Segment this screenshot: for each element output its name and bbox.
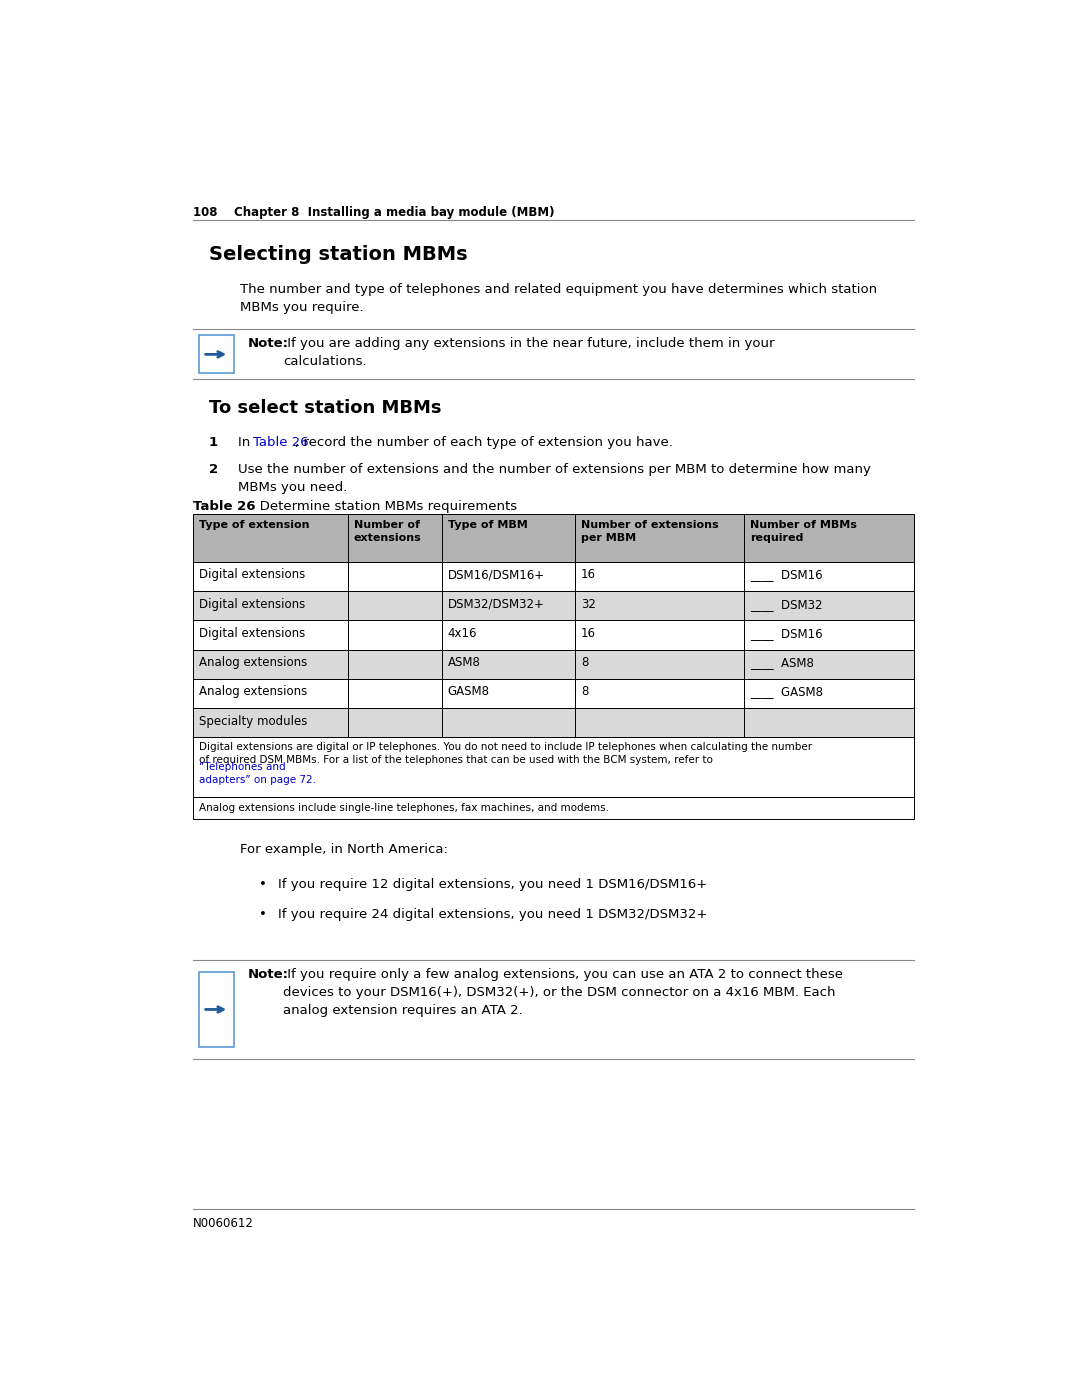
Text: Note:: Note: — [247, 968, 288, 981]
Text: Analog extensions: Analog extensions — [199, 657, 307, 669]
Text: Number of MBMs
required: Number of MBMs required — [751, 520, 858, 542]
Text: To select station MBMs: To select station MBMs — [208, 398, 441, 416]
Text: •: • — [259, 879, 267, 891]
Bar — [199, 972, 234, 1048]
Text: 8: 8 — [581, 686, 589, 698]
Text: “Telephones and
adapters” on page 72.: “Telephones and adapters” on page 72. — [199, 761, 316, 785]
Text: ____  DSM16: ____ DSM16 — [751, 627, 823, 640]
Text: In: In — [238, 436, 255, 448]
Text: For example, in North America:: For example, in North America: — [240, 842, 447, 856]
Text: Type of MBM: Type of MBM — [447, 520, 527, 529]
Text: Digital extensions: Digital extensions — [199, 627, 306, 640]
Text: ____  DSM16: ____ DSM16 — [751, 569, 823, 581]
Text: Determine station MBMs requirements: Determine station MBMs requirements — [247, 500, 517, 513]
Text: If you are adding any extensions in the near future, include them in your
calcul: If you are adding any extensions in the … — [283, 337, 774, 367]
Text: Digital extensions: Digital extensions — [199, 569, 306, 581]
Bar — [193, 562, 914, 591]
Text: The number and type of telephones and related equipment you have determines whic: The number and type of telephones and re… — [240, 284, 877, 314]
Text: GASM8: GASM8 — [447, 686, 489, 698]
Text: 8: 8 — [581, 657, 589, 669]
Bar — [193, 738, 914, 798]
Text: 1: 1 — [208, 436, 218, 448]
Text: , record the number of each type of extension you have.: , record the number of each type of exte… — [296, 436, 673, 448]
Text: Selecting station MBMs: Selecting station MBMs — [208, 244, 468, 264]
Text: 2: 2 — [208, 462, 218, 475]
Bar — [193, 798, 914, 819]
Text: Digital extensions are digital or IP telephones. You do not need to include IP t: Digital extensions are digital or IP tel… — [199, 742, 812, 764]
Text: 108    Chapter 8  Installing a media bay module (MBM): 108 Chapter 8 Installing a media bay mod… — [193, 207, 555, 219]
Text: Table 26: Table 26 — [253, 436, 309, 448]
Bar — [193, 514, 914, 562]
Text: Note:: Note: — [247, 337, 288, 349]
Text: Analog extensions: Analog extensions — [199, 686, 307, 698]
Text: If you require 24 digital extensions, you need 1 DSM32/DSM32+: If you require 24 digital extensions, yo… — [279, 908, 707, 922]
Text: 32: 32 — [581, 598, 596, 610]
Text: ____  GASM8: ____ GASM8 — [751, 686, 823, 698]
Bar — [193, 650, 914, 679]
Text: Table 26: Table 26 — [193, 500, 256, 513]
Text: If you require only a few analog extensions, you can use an ATA 2 to connect the: If you require only a few analog extensi… — [283, 968, 843, 1017]
Bar — [193, 591, 914, 620]
Text: Digital extensions: Digital extensions — [199, 598, 306, 610]
Text: Specialty modules: Specialty modules — [199, 715, 308, 728]
Bar — [199, 335, 234, 373]
Text: Number of extensions
per MBM: Number of extensions per MBM — [581, 520, 718, 542]
Bar — [193, 620, 914, 650]
Text: N0060612: N0060612 — [193, 1217, 254, 1231]
Text: DSM32/DSM32+: DSM32/DSM32+ — [447, 598, 544, 610]
Text: Use the number of extensions and the number of extensions per MBM to determine h: Use the number of extensions and the num… — [238, 462, 870, 493]
Text: Number of
extensions: Number of extensions — [354, 520, 421, 542]
Text: ____  DSM32: ____ DSM32 — [751, 598, 823, 610]
Text: Analog extensions include single-line telephones, fax machines, and modems.: Analog extensions include single-line te… — [199, 803, 609, 813]
Text: 16: 16 — [581, 569, 596, 581]
Text: •: • — [259, 908, 267, 922]
Text: 4x16: 4x16 — [447, 627, 477, 640]
Bar — [193, 679, 914, 708]
Bar — [193, 708, 914, 738]
Text: DSM16/DSM16+: DSM16/DSM16+ — [447, 569, 544, 581]
Text: 16: 16 — [581, 627, 596, 640]
Text: ASM8: ASM8 — [447, 657, 481, 669]
Text: If you require 12 digital extensions, you need 1 DSM16/DSM16+: If you require 12 digital extensions, yo… — [279, 879, 707, 891]
Text: Type of extension: Type of extension — [199, 520, 310, 529]
Text: ____  ASM8: ____ ASM8 — [751, 657, 814, 669]
